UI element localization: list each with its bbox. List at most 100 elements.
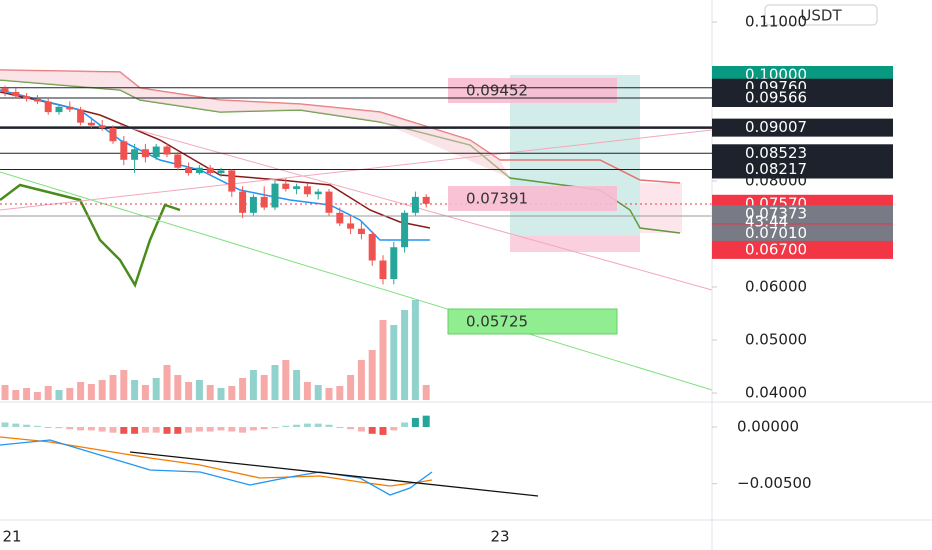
- volume-bar: [336, 386, 344, 400]
- volume-bar: [195, 380, 203, 400]
- candle-body: [120, 141, 128, 160]
- candle-body: [44, 101, 52, 113]
- macd-bar: [174, 427, 182, 434]
- macd-bar: [141, 427, 149, 433]
- macd-bar: [357, 427, 365, 432]
- x-tick-label: 23: [490, 528, 509, 546]
- volume-bar: [131, 380, 139, 400]
- annotation-text: 0.07391: [466, 190, 528, 208]
- candle-body: [293, 186, 301, 189]
- volume-bar: [66, 388, 74, 400]
- price-label-box: [712, 118, 893, 137]
- y-tick-label: 0.06000: [745, 278, 807, 296]
- volume-bar: [260, 375, 268, 400]
- volume-bar: [109, 375, 117, 400]
- volume-bar: [120, 370, 128, 400]
- price-label: 0.07010: [745, 224, 807, 242]
- volume-bar: [347, 375, 355, 400]
- candle-body: [1, 88, 9, 92]
- annotation-box: [448, 78, 617, 103]
- volume-bar: [174, 375, 182, 400]
- macd-bar: [401, 422, 409, 427]
- annotation-box: [448, 186, 617, 211]
- price-label-box: [712, 160, 893, 179]
- annotation-box: [447, 308, 618, 335]
- macd-bar: [314, 423, 322, 427]
- macd-bar: [303, 423, 311, 427]
- volume-bar: [422, 385, 430, 400]
- macd-bar: [228, 427, 236, 432]
- candle-body: [357, 228, 365, 234]
- candle-body: [152, 146, 160, 158]
- y-tick-label: 0.04000: [745, 384, 807, 402]
- macd-line: [0, 439, 433, 496]
- volume-bar: [77, 382, 85, 400]
- y-tick-label: 0.00000: [737, 418, 799, 436]
- volume-bar: [1, 385, 9, 400]
- candle-body: [422, 196, 430, 204]
- candle-body: [185, 167, 193, 174]
- volume-bar: [23, 388, 31, 400]
- macd-bar: [293, 424, 301, 427]
- candle-body: [87, 122, 95, 126]
- volume-bar: [271, 365, 279, 400]
- candle-body: [109, 128, 117, 142]
- candle-body: [33, 98, 41, 102]
- macd-bar: [260, 427, 268, 430]
- candle-body: [77, 109, 85, 123]
- macd-bar: [368, 427, 376, 434]
- macd-bar: [185, 427, 193, 433]
- candle-body: [66, 106, 74, 110]
- macd-bar: [379, 427, 387, 435]
- currency: USDT: [800, 7, 842, 25]
- volume-bar: [282, 360, 290, 400]
- macd-bar: [239, 427, 247, 433]
- volume-bar: [303, 382, 311, 400]
- volume-bar: [87, 384, 95, 400]
- macd-bar: [422, 415, 430, 427]
- volume-bar: [228, 386, 236, 400]
- candle-body: [206, 167, 214, 174]
- volume-bar: [98, 380, 106, 400]
- volume-bar: [357, 360, 365, 400]
- macd-bar: [109, 427, 117, 433]
- macd-bar: [347, 427, 355, 430]
- volume-bar: [249, 370, 257, 400]
- volume-bar: [152, 378, 160, 400]
- candle-body: [325, 191, 333, 213]
- volume-bar: [368, 350, 376, 400]
- candle-body: [12, 91, 20, 97]
- macd-bar: [98, 427, 106, 432]
- countdown: 43:44: [745, 212, 788, 230]
- candle-body: [141, 149, 149, 158]
- volume-bar: [33, 392, 41, 400]
- macd-bar: [44, 427, 52, 428]
- macd-bar: [12, 423, 20, 427]
- macd-trendline: [129, 451, 539, 497]
- volume-bar: [44, 386, 52, 400]
- macd-bar: [152, 427, 160, 433]
- candle-body: [379, 260, 387, 280]
- annotation-text: 0.09452: [466, 82, 528, 100]
- candle-body: [347, 223, 355, 229]
- volume-bar: [314, 385, 322, 400]
- macd-bar: [325, 424, 333, 427]
- candle-body: [390, 247, 398, 280]
- price-label-box: [712, 144, 893, 163]
- macd-bar: [120, 427, 128, 434]
- candle-body: [98, 125, 106, 128]
- macd-bar: [77, 427, 85, 431]
- currency-badge[interactable]: [764, 4, 878, 26]
- x-tick-label: 21: [2, 528, 21, 546]
- price-label-box: [712, 89, 893, 108]
- candle-body: [228, 170, 236, 192]
- volume-bar: [217, 388, 225, 400]
- annotation: 0.09452 0.07391 0.05725: [447, 78, 618, 335]
- macd-bar: [163, 427, 171, 434]
- annotation-text: 0.05725: [466, 313, 528, 331]
- volume-bar: [185, 382, 193, 400]
- volume-bar: [206, 385, 214, 400]
- macd-bar: [23, 424, 31, 427]
- macd-bar: [411, 417, 419, 427]
- volume-bar: [411, 300, 419, 400]
